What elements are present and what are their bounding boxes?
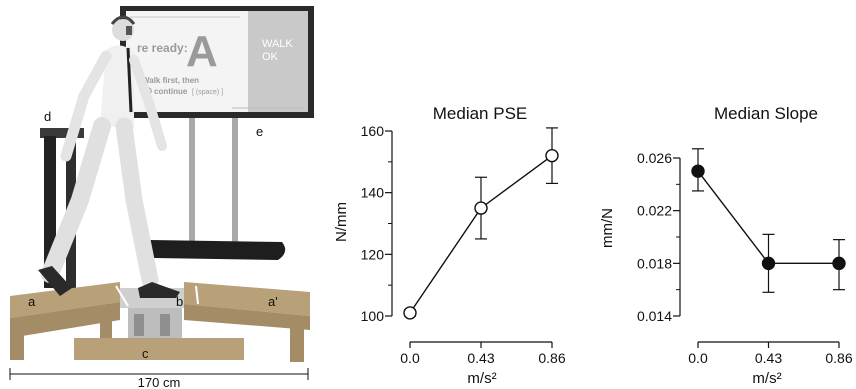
dimension-line [9, 368, 309, 380]
chart-marks [691, 148, 846, 293]
screen-walk-label: WALK OK [262, 38, 296, 63]
y-tick-label: 160 [361, 123, 385, 139]
screen-continue-hint: [ (space) ] [192, 89, 223, 96]
data-point [403, 306, 417, 320]
chart-title: Median PSE [433, 104, 528, 123]
data-point [474, 201, 488, 215]
chart-axes [679, 158, 839, 343]
label-c: c [142, 346, 149, 361]
data-point [691, 164, 705, 178]
y-tick-label: 120 [361, 246, 385, 262]
dimension-label: 170 cm [138, 375, 181, 389]
walking-apparatus-illustration: re ready: A Walk first, then continue [ … [9, 6, 314, 389]
x-tick-label: 0.43 [755, 350, 782, 366]
label-a: a [28, 294, 36, 309]
data-point [832, 256, 846, 271]
x-tick-label: 0.86 [825, 350, 852, 366]
label-b: b [176, 294, 183, 309]
screen-ready-text: re ready: [137, 41, 188, 55]
force-platform [10, 282, 310, 362]
x-tick-label: 0.0 [400, 350, 420, 366]
x-tick-label: 0.0 [688, 350, 708, 366]
y-tick-label: 100 [361, 308, 385, 324]
data-point [545, 148, 559, 163]
y-tick-label: 0.014 [637, 308, 672, 324]
x-tick-label: 0.86 [538, 350, 565, 366]
screen-big-letter: A [186, 27, 218, 76]
y-axis-label: mm/N [599, 208, 616, 248]
walk-ok-panel [248, 11, 308, 112]
chart-ticks: 0.014 0.018 0.022 0.026 0.0 0.43 0.86 [637, 150, 853, 366]
chart-median-slope: Median Slope 0.014 0.018 0.022 0.026 0.0 0.43… [599, 104, 853, 387]
x-tick-label: 0.43 [467, 350, 494, 366]
display-monitor: re ready: A Walk first, then continue [ … [120, 6, 314, 118]
y-tick-label: 0.018 [637, 255, 672, 271]
monitor-stand [148, 118, 286, 260]
label-d: d [44, 109, 51, 124]
chart-marks [403, 127, 559, 320]
screen-continue: continue [154, 87, 188, 96]
screen-walk-first: Walk first, then [142, 76, 199, 85]
label-e: e [256, 124, 263, 139]
y-tick-label: 0.026 [637, 150, 672, 166]
walking-person [38, 15, 180, 298]
y-axis-label: N/mm [333, 202, 350, 242]
x-axis-label: m/s² [467, 370, 496, 387]
x-axis-label: m/s² [752, 370, 781, 387]
chart-ticks: 100 120 140 160 0.0 0.43 0.86 [361, 123, 566, 366]
y-tick-label: 140 [361, 185, 385, 201]
y-tick-label: 0.022 [637, 203, 672, 219]
label-a-prime: a' [268, 294, 278, 309]
chart-title: Median Slope [714, 104, 818, 123]
data-point [761, 256, 776, 271]
